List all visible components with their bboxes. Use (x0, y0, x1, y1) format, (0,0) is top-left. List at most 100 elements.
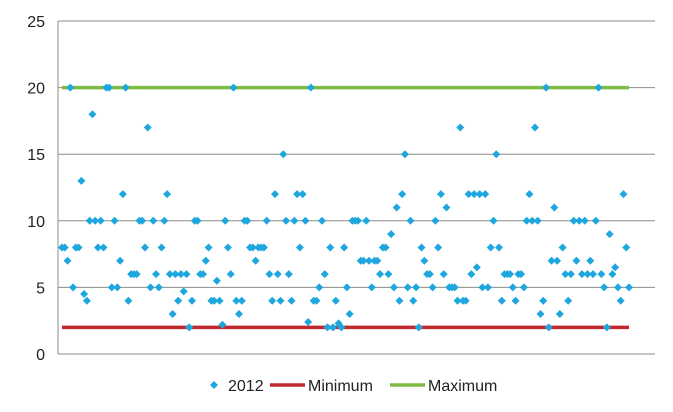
data-point (171, 270, 180, 279)
data-point (519, 283, 528, 292)
data-point (400, 150, 409, 159)
data-point (381, 243, 390, 252)
data-point (406, 216, 415, 225)
data-point (99, 243, 108, 252)
data-point (163, 190, 172, 199)
data-point (315, 283, 324, 292)
data-point (265, 270, 274, 279)
data-point (60, 243, 69, 252)
data-point (489, 216, 498, 225)
data-point (118, 190, 127, 199)
data-point (85, 216, 94, 225)
data-point (301, 216, 310, 225)
data-point (105, 83, 114, 92)
data-point (82, 296, 91, 305)
data-point (251, 256, 260, 265)
y-tick-label: 15 (27, 147, 45, 164)
data-point (132, 270, 141, 279)
legend-label-maximum: Maximum (428, 378, 497, 395)
data-point (605, 230, 614, 239)
data-point (572, 256, 581, 265)
data-point (511, 296, 520, 305)
data-point (602, 323, 611, 332)
data-point (140, 243, 149, 252)
data-point (295, 243, 304, 252)
data-point (218, 320, 227, 329)
data-point (210, 296, 219, 305)
data-point (486, 243, 495, 252)
data-point (428, 283, 437, 292)
data-point (262, 216, 271, 225)
data-point (575, 216, 584, 225)
data-point (412, 283, 421, 292)
data-point (580, 216, 589, 225)
data-point (187, 296, 196, 305)
data-point (204, 243, 213, 252)
legend-marker-2012 (210, 381, 218, 389)
data-point (506, 270, 515, 279)
data-point (591, 216, 600, 225)
y-tick-label: 5 (36, 280, 45, 297)
data-point (453, 296, 462, 305)
data-point (403, 283, 412, 292)
data-point (439, 270, 448, 279)
y-tick-label: 10 (27, 214, 45, 231)
data-point (395, 296, 404, 305)
data-point (359, 256, 368, 265)
data-point (248, 243, 257, 252)
data-point (539, 296, 548, 305)
data-point (475, 190, 484, 199)
data-point (74, 243, 83, 252)
data-point (461, 296, 470, 305)
data-point (594, 83, 603, 92)
data-point (320, 270, 329, 279)
data-point (124, 296, 133, 305)
data-point (525, 190, 534, 199)
data-point (450, 283, 459, 292)
data-point (312, 296, 321, 305)
data-point (420, 256, 429, 265)
data-point (542, 83, 551, 92)
data-point (384, 270, 393, 279)
data-point (185, 323, 194, 332)
legend: 2012 Minimum Maximum (210, 378, 497, 395)
data-point (436, 190, 445, 199)
data-point (293, 190, 302, 199)
y-tick-label: 25 (27, 14, 45, 31)
data-point (273, 270, 282, 279)
data-point (464, 190, 473, 199)
data-point (116, 256, 125, 265)
data-point (600, 283, 609, 292)
data-point (77, 176, 86, 185)
data-point (342, 283, 351, 292)
data-point (492, 150, 501, 159)
data-point (279, 150, 288, 159)
data-point (179, 287, 188, 296)
data-point (235, 310, 244, 319)
data-point (146, 283, 155, 292)
data-point (93, 243, 102, 252)
data-point (456, 123, 465, 132)
data-point (107, 283, 116, 292)
data-point (362, 216, 371, 225)
data-point (138, 216, 147, 225)
data-point (223, 243, 232, 252)
data-point (517, 270, 526, 279)
data-point (434, 243, 443, 252)
data-point (619, 190, 628, 199)
series-2012-points (58, 83, 633, 332)
legend-label-2012: 2012 (228, 378, 264, 395)
data-point (160, 216, 169, 225)
data-point (497, 296, 506, 305)
data-point (569, 216, 578, 225)
y-tick-label: 0 (36, 347, 45, 364)
data-point (154, 283, 163, 292)
data-point (88, 110, 97, 119)
data-point (431, 216, 440, 225)
data-point (389, 283, 398, 292)
data-point (533, 216, 542, 225)
data-point (550, 203, 559, 212)
data-point (425, 270, 434, 279)
data-point (143, 123, 152, 132)
